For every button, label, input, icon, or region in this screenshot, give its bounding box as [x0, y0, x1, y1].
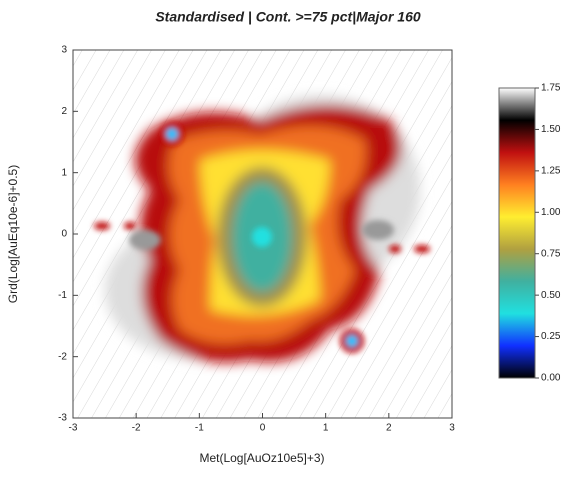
colorbar-tick-label: 0.25	[541, 331, 561, 342]
x-tick-label: -1	[195, 423, 204, 434]
colorbar-tick-label: 1.00	[541, 207, 561, 218]
colorbar-tick-label: 1.50	[541, 124, 561, 135]
x-axis-label: Met(Log[AuOz10e5]+3)	[199, 451, 324, 465]
colorbar-tick-label: 0.50	[541, 290, 561, 301]
y-axis-label: Grd(Log[AuEq10e-6]+0.5)	[6, 165, 20, 303]
x-tick-label: 3	[449, 423, 455, 434]
colorbar-tick-label: 1.75	[541, 83, 561, 94]
y-tick-label: -2	[58, 351, 67, 362]
y-tick-label: 3	[61, 45, 67, 56]
y-tick-label: 2	[61, 106, 67, 117]
x-tick-label: 0	[260, 423, 266, 434]
colorbar-tick-label: 0.75	[541, 248, 561, 259]
x-tick-label: -3	[69, 423, 78, 434]
y-tick-label: 0	[61, 229, 67, 240]
colorbar	[498, 87, 536, 379]
x-tick-label: 2	[386, 423, 392, 434]
y-tick-label: -3	[58, 413, 67, 424]
heatmap-field	[94, 95, 430, 363]
y-tick-label: 1	[61, 167, 67, 178]
x-tick-label: -2	[132, 423, 141, 434]
colorbar-tick-label: 1.25	[541, 165, 561, 176]
x-tick-label: 1	[323, 423, 329, 434]
colorbar-tick-label: 0.00	[541, 373, 561, 384]
y-tick-label: -1	[58, 290, 67, 301]
chart-title: Standardised | Cont. >=75 pct|Major 160	[155, 9, 421, 25]
